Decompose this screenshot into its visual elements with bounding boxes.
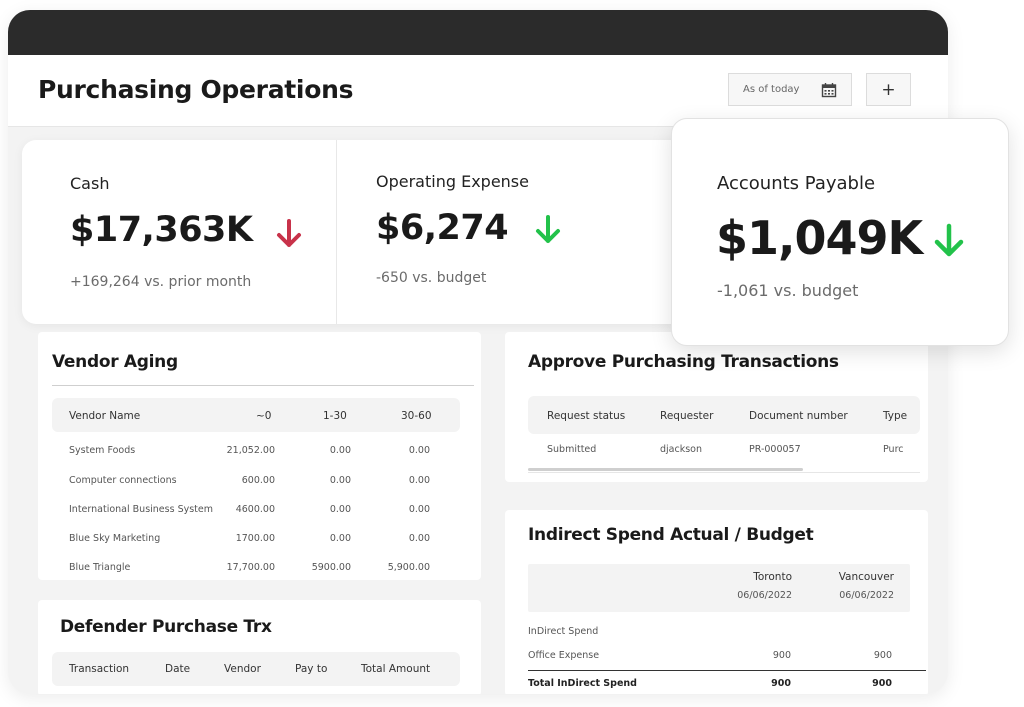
column-header-vendor-name[interactable]: Vendor Name	[69, 410, 141, 422]
amount-1-30: 0.00	[329, 504, 351, 515]
amount-current: 600.00	[241, 475, 275, 486]
vendor-aging-title: Vendor Aging	[52, 352, 178, 372]
vendor-name: System Foods	[69, 445, 136, 456]
amount-current: 1700.00	[235, 533, 275, 544]
vendor-name: Blue Triangle	[69, 562, 131, 573]
column-header-pay-to[interactable]: Pay to	[295, 663, 328, 675]
amount-30-60: 0.00	[408, 533, 430, 544]
kpi-ap-comparison: -1,061 vs. budget	[717, 281, 859, 300]
defender-purchase-title: Defender Purchase Trx	[60, 617, 272, 637]
amount-current: 4600.00	[235, 504, 275, 515]
kpi-ap-value: $1,049K	[716, 211, 923, 265]
column-header-30-60[interactable]: 30-60	[401, 410, 432, 422]
approve-transactions-title: Approve Purchasing Transactions	[528, 352, 839, 372]
divider	[528, 472, 920, 473]
column-header-vancouver[interactable]: Vancouver	[838, 571, 894, 583]
column-date-toronto: 06/06/2022	[737, 590, 792, 601]
table-header	[52, 398, 460, 432]
column-header-date[interactable]: Date	[165, 663, 191, 675]
page-header: Purchasing Operations As of today +	[8, 55, 948, 127]
amount-current: 17,700.00	[226, 562, 275, 573]
app-window: Purchasing Operations As of today + Cash…	[8, 10, 948, 694]
column-header-requester[interactable]: Requester	[660, 410, 714, 422]
arrow-down-icon	[536, 215, 560, 243]
divider	[52, 385, 474, 386]
amount-1-30: 0.00	[329, 533, 351, 544]
kpi-opex-comparison: -650 vs. budget	[376, 270, 487, 286]
total-toronto: 900	[771, 678, 791, 689]
date-filter-label: As of today	[743, 84, 800, 95]
vendor-name: Computer connections	[69, 475, 177, 486]
requester: djackson	[660, 444, 702, 455]
column-header-document-number[interactable]: Document number	[749, 410, 848, 422]
divider	[528, 670, 926, 671]
kpi-cash-value: $17,363K	[70, 210, 253, 250]
row-label: Office Expense	[528, 650, 600, 661]
amount-1-30: 0.00	[329, 445, 351, 456]
document-number: PR-000057	[749, 444, 801, 455]
amount-30-60: 0.00	[408, 445, 430, 456]
arrow-down-icon	[277, 219, 301, 247]
total-label: Total InDirect Spend	[528, 678, 637, 689]
table-header	[528, 396, 920, 434]
indirect-spend-title: Indirect Spend Actual / Budget	[528, 525, 814, 545]
column-header-request-status[interactable]: Request status	[547, 410, 626, 422]
column-header-toronto[interactable]: Toronto	[753, 571, 792, 583]
approve-transactions-panel: Approve Purchasing Transactions Request …	[505, 332, 928, 482]
amount-1-30: 5900.00	[311, 562, 351, 573]
kpi-divider	[336, 140, 337, 324]
vendor-name: Blue Sky Marketing	[69, 533, 161, 544]
column-header-transaction[interactable]: Transaction	[69, 663, 130, 675]
amount-30-60: 0.00	[408, 504, 430, 515]
table-header	[52, 652, 460, 686]
add-button[interactable]: +	[866, 73, 911, 106]
total-vancouver: 900	[872, 678, 892, 689]
vendor-name: International Business System	[69, 504, 213, 515]
indirect-spend-panel: Indirect Spend Actual / Budget Toronto 0…	[505, 510, 928, 694]
type: Purc	[883, 444, 904, 455]
section-label: InDirect Spend	[528, 626, 599, 637]
kpi-cash-label: Cash	[70, 174, 110, 193]
amount-1-30: 0.00	[329, 475, 351, 486]
value-vancouver: 900	[873, 650, 892, 661]
page-title: Purchasing Operations	[38, 75, 354, 104]
column-header-current[interactable]: ~0	[256, 410, 272, 422]
calendar-icon	[821, 83, 837, 98]
column-header-1-30[interactable]: 1-30	[323, 410, 347, 422]
table-header	[528, 564, 910, 612]
amount-current: 21,052.00	[226, 445, 275, 456]
arrow-down-icon	[934, 223, 964, 257]
column-header-type[interactable]: Type	[883, 410, 908, 422]
column-header-vendor[interactable]: Vendor	[224, 663, 261, 675]
horizontal-scrollbar[interactable]	[528, 468, 803, 471]
date-filter-button[interactable]: As of today	[728, 73, 852, 106]
kpi-accounts-payable[interactable]: Accounts Payable $1,049K -1,061 vs. budg…	[671, 118, 1009, 346]
vendor-aging-panel: Vendor Aging Vendor Name ~0 1-30 30-60 S…	[38, 332, 481, 580]
column-header-total-amount[interactable]: Total Amount	[361, 663, 431, 675]
amount-30-60: 0.00	[408, 475, 430, 486]
kpi-opex-value: $6,274	[376, 208, 509, 248]
request-status: Submitted	[547, 444, 597, 455]
kpi-operating-expense[interactable]: Operating Expense $6,274 -650 vs. budget	[337, 140, 657, 324]
window-topbar	[8, 10, 948, 55]
column-date-vancouver: 06/06/2022	[839, 590, 894, 601]
value-toronto: 900	[772, 650, 791, 661]
amount-30-60: 5,900.00	[387, 562, 430, 573]
kpi-opex-label: Operating Expense	[376, 172, 529, 191]
kpi-cash[interactable]: Cash $17,363K +169,264 vs. prior month	[22, 140, 336, 324]
defender-purchase-panel: Defender Purchase Trx Transaction Date V…	[38, 600, 481, 694]
kpi-cash-comparison: +169,264 vs. prior month	[70, 274, 252, 290]
kpi-ap-label: Accounts Payable	[717, 173, 876, 194]
